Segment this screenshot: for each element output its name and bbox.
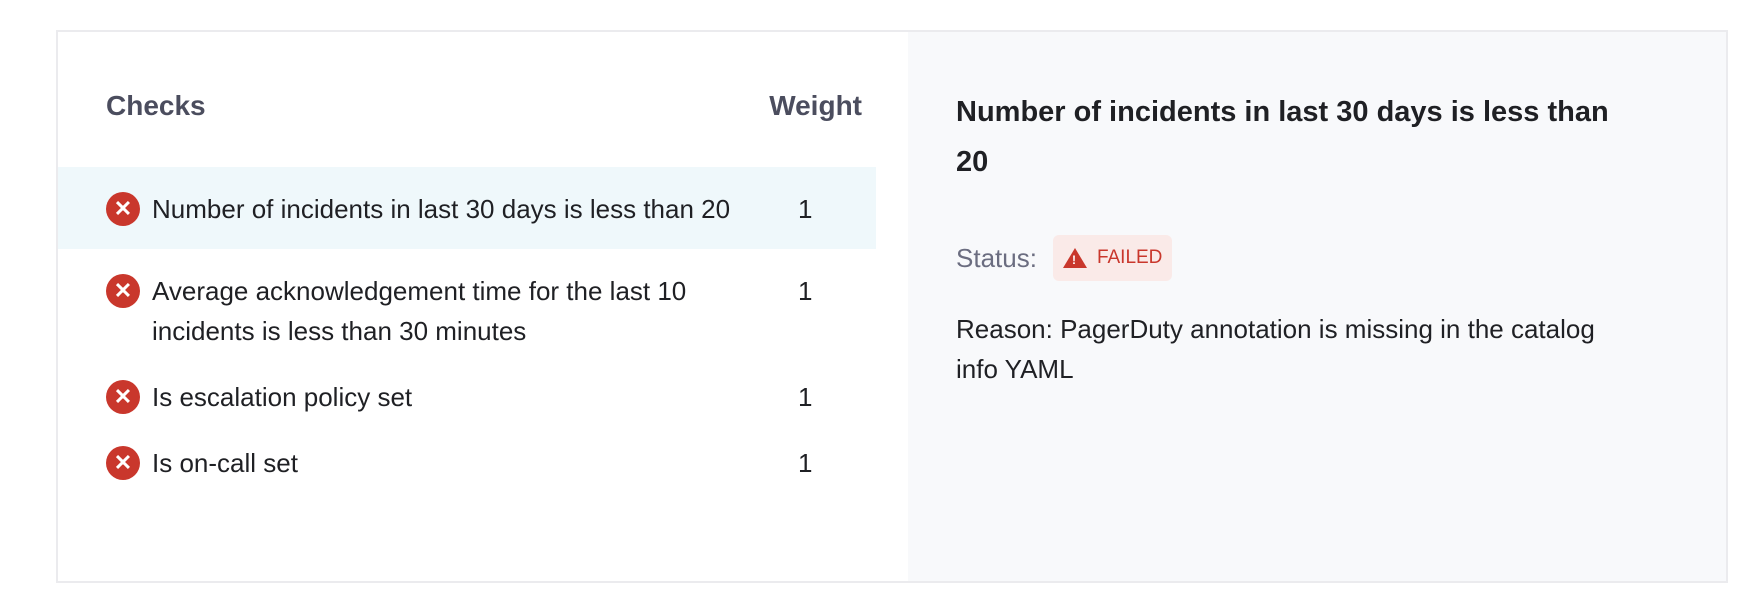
check-label: Number of incidents in last 30 days is l… xyxy=(152,194,731,224)
check-label: Is on-call set xyxy=(152,448,298,478)
check-weight: 1 xyxy=(798,382,813,412)
warning-triangle-icon: ! xyxy=(1062,248,1087,268)
check-weight: 1 xyxy=(798,194,813,224)
error-x-icon: ✕ xyxy=(106,274,140,308)
check-row[interactable]: ✕ Is on-call set 1 xyxy=(58,421,876,503)
checks-column-header: Checks xyxy=(106,90,206,121)
weight-column-header: Weight xyxy=(769,90,862,121)
check-row[interactable]: ✕ Is escalation policy set 1 xyxy=(58,371,876,421)
error-x-icon: ✕ xyxy=(106,380,140,414)
check-detail-panel: Number of incidents in last 30 days is l… xyxy=(908,32,1726,581)
check-weight: 1 xyxy=(798,448,813,478)
detail-title: Number of incidents in last 30 days is l… xyxy=(956,96,1609,178)
error-x-icon: ✕ xyxy=(106,446,140,480)
check-label: Average acknowledgement time for the las… xyxy=(152,276,687,346)
status-value: FAILED xyxy=(1096,247,1163,268)
failure-reason: Reason: PagerDuty annotation is missing … xyxy=(956,314,1595,384)
status-badge: ! FAILED xyxy=(1052,235,1173,281)
error-x-icon: ✕ xyxy=(106,192,140,226)
check-row[interactable]: ✕ Number of incidents in last 30 days is… xyxy=(58,167,876,249)
check-label: Is escalation policy set xyxy=(152,382,413,412)
checks-table: Checks Weight ✕ Number of incidents in l… xyxy=(58,32,908,581)
status-label: Status: xyxy=(956,242,1037,273)
table-header: Checks Weight xyxy=(106,90,862,122)
check-row[interactable]: ✕ Average acknowledgement time for the l… xyxy=(58,249,876,371)
status-line: Status: ! FAILED xyxy=(956,235,1678,281)
check-weight: 1 xyxy=(798,276,813,306)
checks-card: Checks Weight ✕ Number of incidents in l… xyxy=(56,30,1728,583)
